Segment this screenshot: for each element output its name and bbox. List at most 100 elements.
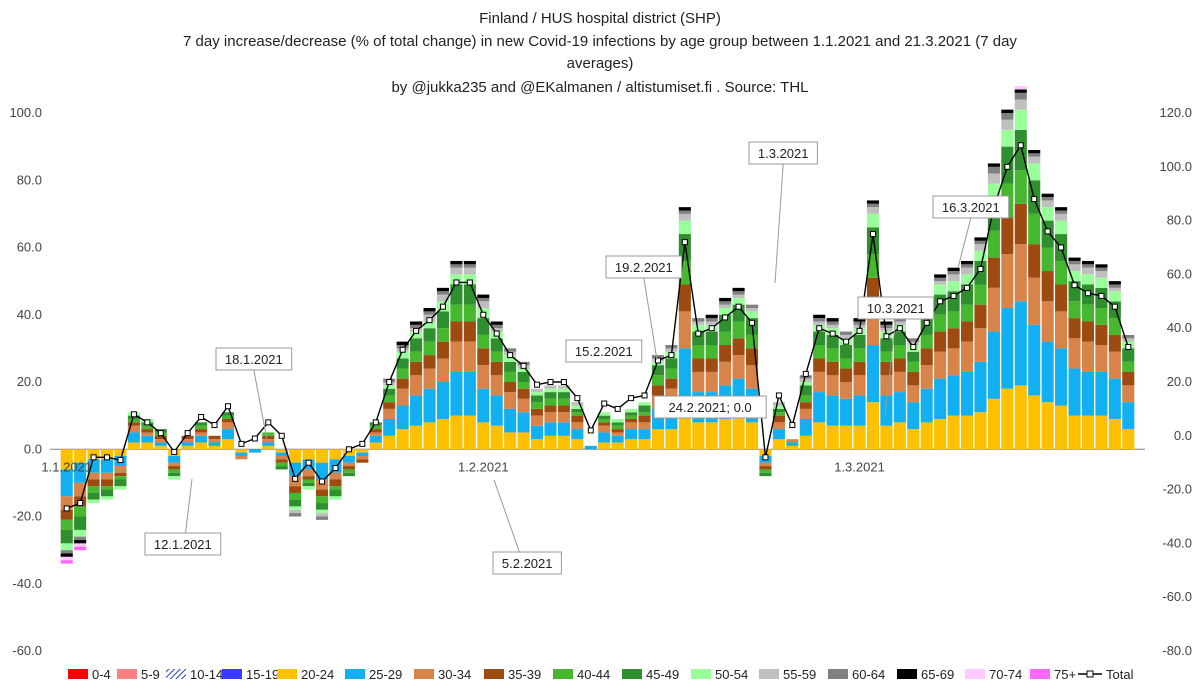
bar-segment-35-39: [127, 422, 140, 426]
legend-swatch-30-34: [414, 669, 434, 679]
bar-segment-40-44: [450, 304, 463, 322]
left-axis: 100.0 80.0 60.0 40.0 20.0 0.0 -20.0 -40.0 -60.0: [9, 105, 42, 658]
bar-segment-35-39: [60, 509, 73, 520]
bar-segment-30-34: [826, 375, 839, 396]
bar-segment-55-59: [477, 301, 490, 309]
bar-segment-40-44: [853, 348, 866, 362]
bar-segment-25-29: [866, 345, 880, 403]
bar-segment-35-39: [436, 341, 450, 359]
bar-segment-50-54: [732, 297, 745, 305]
bar-segment-40-44: [1055, 260, 1068, 285]
bar-segment-30-34: [1081, 341, 1095, 372]
bar-segment-30-34: [369, 432, 382, 436]
bar-segment-25-29: [275, 452, 288, 456]
bar-segment-25-29: [813, 392, 826, 423]
total-point: [466, 279, 473, 286]
bar-segment-25-29: [678, 348, 691, 403]
bar-segment-50-54: [87, 499, 100, 504]
legend-label: 75+: [1054, 667, 1076, 682]
bar-segment-45-49: [665, 358, 678, 369]
total-point: [90, 454, 97, 461]
bar-segment-30-34: [719, 361, 732, 386]
bar-segment-65-69: [880, 321, 893, 325]
x-tick-label: 1.2.2021: [458, 459, 509, 474]
bar-segment-40-44: [289, 492, 302, 500]
bar-segment-55-59: [987, 173, 1000, 184]
total-point: [1111, 303, 1118, 310]
legend-label: 20-24: [301, 667, 334, 682]
left-tick-label: 0.0: [24, 441, 42, 456]
bar-segment-25-29: [396, 405, 409, 430]
bar-segment-45-49: [866, 227, 880, 255]
right-tick-label: -80.0: [1162, 643, 1192, 658]
bar-segment-25-29: [557, 422, 570, 436]
bar-segment-45-49: [625, 412, 638, 416]
bar-segment-30-34: [1122, 385, 1135, 403]
bar-segment-45-49: [947, 291, 960, 312]
total-point: [829, 330, 836, 337]
bar-segment-35-39: [1108, 334, 1121, 352]
bar-segment-45-49: [813, 331, 826, 346]
bar-segment-45-49: [100, 489, 114, 497]
bar-segment-35-39: [262, 435, 275, 440]
bar-segment-50-54: [410, 331, 423, 339]
total-point: [104, 454, 111, 461]
bar-segment-70-74: [1014, 86, 1027, 90]
bar-segment-40-44: [719, 331, 732, 346]
bar-segment-60-64: [1041, 197, 1054, 201]
bar-segment-65-69: [866, 200, 880, 204]
bar-segment-60-64: [813, 318, 826, 322]
bar-segment-55-59: [544, 385, 557, 389]
bar-segment-40-44: [732, 321, 745, 339]
bar-segment-75+: [74, 546, 87, 551]
bar-segment-45-49: [221, 412, 235, 416]
bar-segment-55-59: [866, 207, 880, 214]
bar-segment-60-64: [1108, 284, 1121, 288]
bar-segment-45-49: [571, 408, 584, 413]
bar-segment-40-44: [423, 341, 436, 356]
bar-segment-45-49: [315, 503, 329, 510]
callout-leader: [884, 318, 897, 416]
legend-label: 40-44: [577, 667, 610, 682]
bar-segment-20-24: [625, 439, 638, 450]
bar-segment-20-24: [893, 422, 906, 450]
bar-segment-35-39: [678, 284, 691, 312]
bar-segment-35-39: [974, 304, 987, 329]
total-point: [547, 379, 554, 385]
bar-segment-55-59: [1095, 271, 1108, 278]
bar-segment-35-39: [168, 466, 181, 470]
total-point: [789, 422, 796, 429]
bar-segment-30-34: [813, 371, 826, 393]
bar-segment-35-39: [692, 358, 705, 372]
bar-segment-35-39: [1095, 324, 1108, 346]
bar-segment-55-59: [1028, 156, 1041, 164]
bar-segment-30-34: [221, 422, 235, 430]
bar-segment-25-29: [235, 452, 248, 456]
total-line: [63, 142, 1132, 512]
bar-segment-40-44: [141, 425, 154, 430]
bar-segment-40-44: [813, 345, 826, 359]
bar-segment-55-59: [1122, 338, 1135, 342]
bar-segment-65-69: [1081, 260, 1095, 265]
bar-segment-50-54: [745, 311, 759, 319]
bar-segment-50-54: [1041, 207, 1054, 221]
legend-label: 5-9: [141, 667, 160, 682]
callout-box: [565, 339, 643, 363]
bar-segment-40-44: [638, 412, 651, 416]
bar-segment-35-39: [369, 429, 382, 433]
bar-segment-20-24: [329, 449, 342, 460]
bar-segment-35-39: [383, 402, 396, 409]
bar-segment-20-24: [1001, 388, 1014, 450]
bar-segment-40-44: [221, 415, 235, 419]
bar-segment-40-44: [195, 425, 208, 430]
total-point: [695, 330, 702, 337]
bar-segment-25-29: [517, 412, 530, 433]
bar-segment-30-34: [302, 469, 315, 477]
bar-segment-30-34: [114, 466, 127, 473]
bar-segment-60-64: [463, 264, 476, 268]
bar-segment-25-29: [611, 435, 624, 443]
bar-segment-65-69: [1055, 207, 1068, 211]
bar-segment-55-59: [1055, 213, 1068, 221]
bar-segment-25-29: [369, 435, 382, 443]
bar-segment-40-44: [463, 304, 476, 322]
